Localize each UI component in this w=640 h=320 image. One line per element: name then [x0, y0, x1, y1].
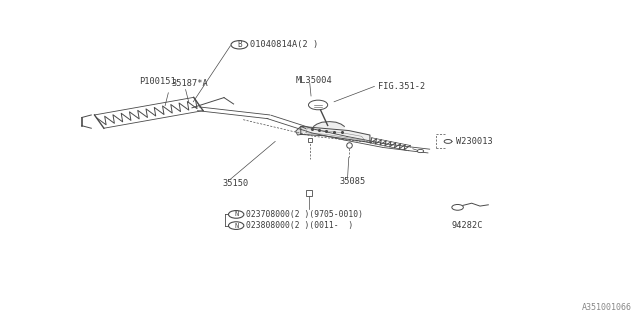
Text: N: N	[234, 212, 238, 217]
Circle shape	[444, 140, 452, 143]
Text: 35187*A: 35187*A	[172, 79, 208, 88]
Text: FIG.351-2: FIG.351-2	[378, 82, 425, 91]
Circle shape	[308, 100, 328, 110]
Circle shape	[452, 204, 463, 210]
Text: B: B	[237, 40, 242, 49]
Text: P100151: P100151	[140, 77, 176, 86]
Circle shape	[228, 211, 244, 218]
Circle shape	[228, 222, 244, 229]
Polygon shape	[301, 126, 370, 142]
Text: ML35004: ML35004	[296, 76, 332, 85]
Text: 35150: 35150	[223, 180, 249, 188]
Text: W230013: W230013	[456, 137, 492, 146]
Text: 94282C: 94282C	[452, 221, 483, 230]
Text: 023808000(2 )(0011-  ): 023808000(2 )(0011- )	[246, 221, 353, 230]
Polygon shape	[314, 122, 344, 128]
Text: 35085: 35085	[339, 177, 365, 186]
Polygon shape	[296, 126, 306, 135]
Circle shape	[231, 41, 248, 49]
Text: 01040814A(2 ): 01040814A(2 )	[250, 40, 318, 49]
Text: N: N	[234, 223, 238, 228]
Circle shape	[417, 149, 424, 153]
Text: 023708000(2 )(9705-0010): 023708000(2 )(9705-0010)	[246, 210, 363, 219]
Text: A351001066: A351001066	[582, 303, 632, 312]
